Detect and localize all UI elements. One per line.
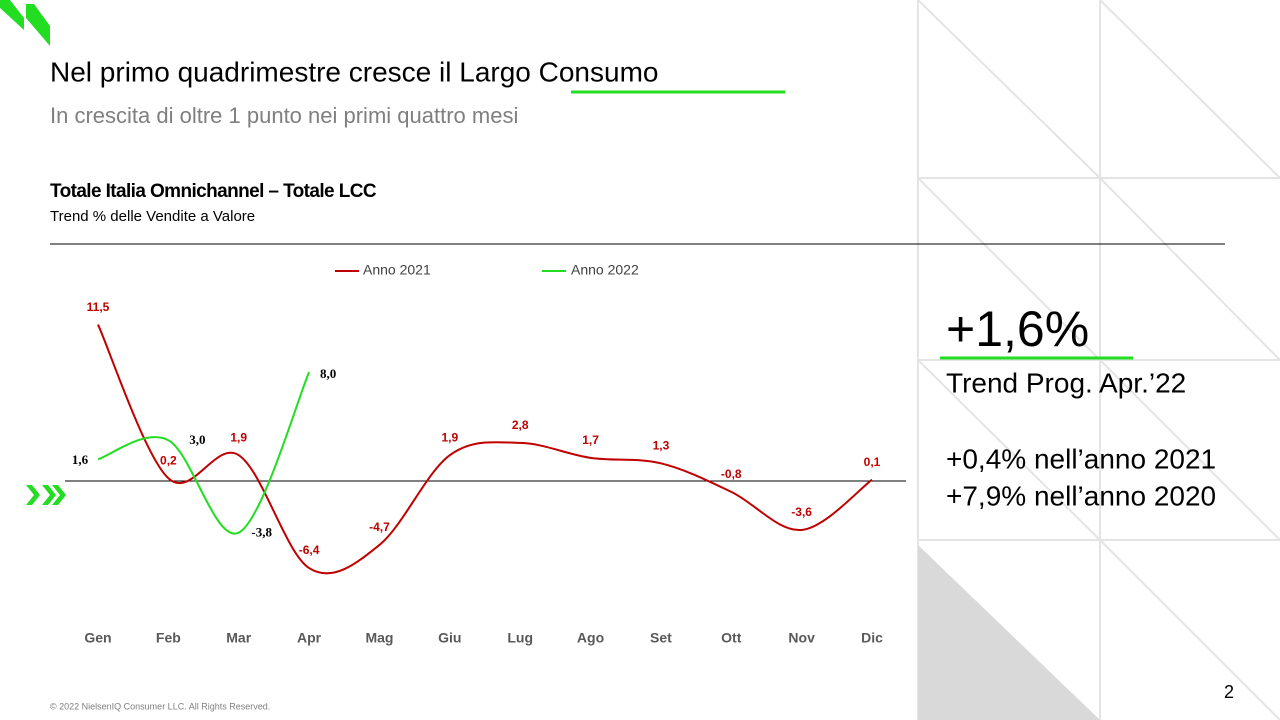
data-label: -0,8 [721, 467, 742, 481]
data-label: -6,4 [299, 543, 320, 557]
x-tick-label: Ott [721, 630, 742, 646]
x-tick-label: Dic [861, 630, 883, 646]
data-label: -3,8 [251, 525, 272, 540]
x-tick-label: Mag [365, 630, 393, 646]
data-label: 2,8 [512, 418, 529, 432]
x-tick-label: Feb [156, 630, 181, 646]
chevrons [26, 485, 66, 505]
x-tick-label: Lug [507, 630, 533, 646]
decor-triangle [918, 545, 1100, 720]
data-label: 1,9 [230, 430, 247, 444]
series-line [97, 324, 873, 575]
x-tick-label: Giu [438, 630, 461, 646]
logo-marks [0, 0, 50, 46]
data-label: 1,7 [582, 433, 599, 447]
x-tick-label: Mar [226, 630, 251, 646]
data-label: 3,0 [189, 432, 205, 447]
kpi-label: Trend Prog. Apr.’22 [946, 367, 1186, 398]
subtitle: In crescita di oltre 1 punto nei primi q… [50, 103, 518, 128]
data-label: 8,0 [320, 366, 336, 381]
x-tick-label: Gen [84, 630, 111, 646]
x-tick-label: Apr [297, 630, 322, 646]
x-tick-label: Ago [577, 630, 604, 646]
data-label: 0,1 [864, 455, 881, 469]
data-label: 11,5 [87, 300, 110, 314]
footer: © 2022 NielsenIQ Consumer LLC. All Right… [50, 701, 270, 711]
kpi-value: +1,6% [946, 301, 1089, 357]
x-tick-label: Set [650, 630, 672, 646]
data-label: 1,3 [653, 438, 670, 452]
page-number: 2 [1224, 682, 1234, 702]
legend-label: Anno 2021 [363, 262, 431, 278]
kpi-note: +0,4% nell’anno 2021 [946, 443, 1216, 474]
data-label: -4,7 [369, 520, 390, 534]
kpi-note: +7,9% nell’anno 2020 [946, 480, 1216, 511]
series-line [97, 371, 311, 535]
data-label: 0,2 [160, 453, 177, 467]
x-tick-label: Nov [788, 630, 815, 646]
chart-title: Totale Italia Omnichannel – Totale LCC [50, 181, 377, 202]
chart-subtitle: Trend % delle Vendite a Valore [50, 208, 255, 225]
data-label: 1,6 [72, 452, 89, 467]
legend-label: Anno 2022 [571, 262, 639, 278]
data-label: 1,9 [441, 430, 458, 444]
title: Nel primo quadrimestre cresce il Largo C… [50, 56, 658, 87]
data-label: -3,6 [791, 505, 812, 519]
